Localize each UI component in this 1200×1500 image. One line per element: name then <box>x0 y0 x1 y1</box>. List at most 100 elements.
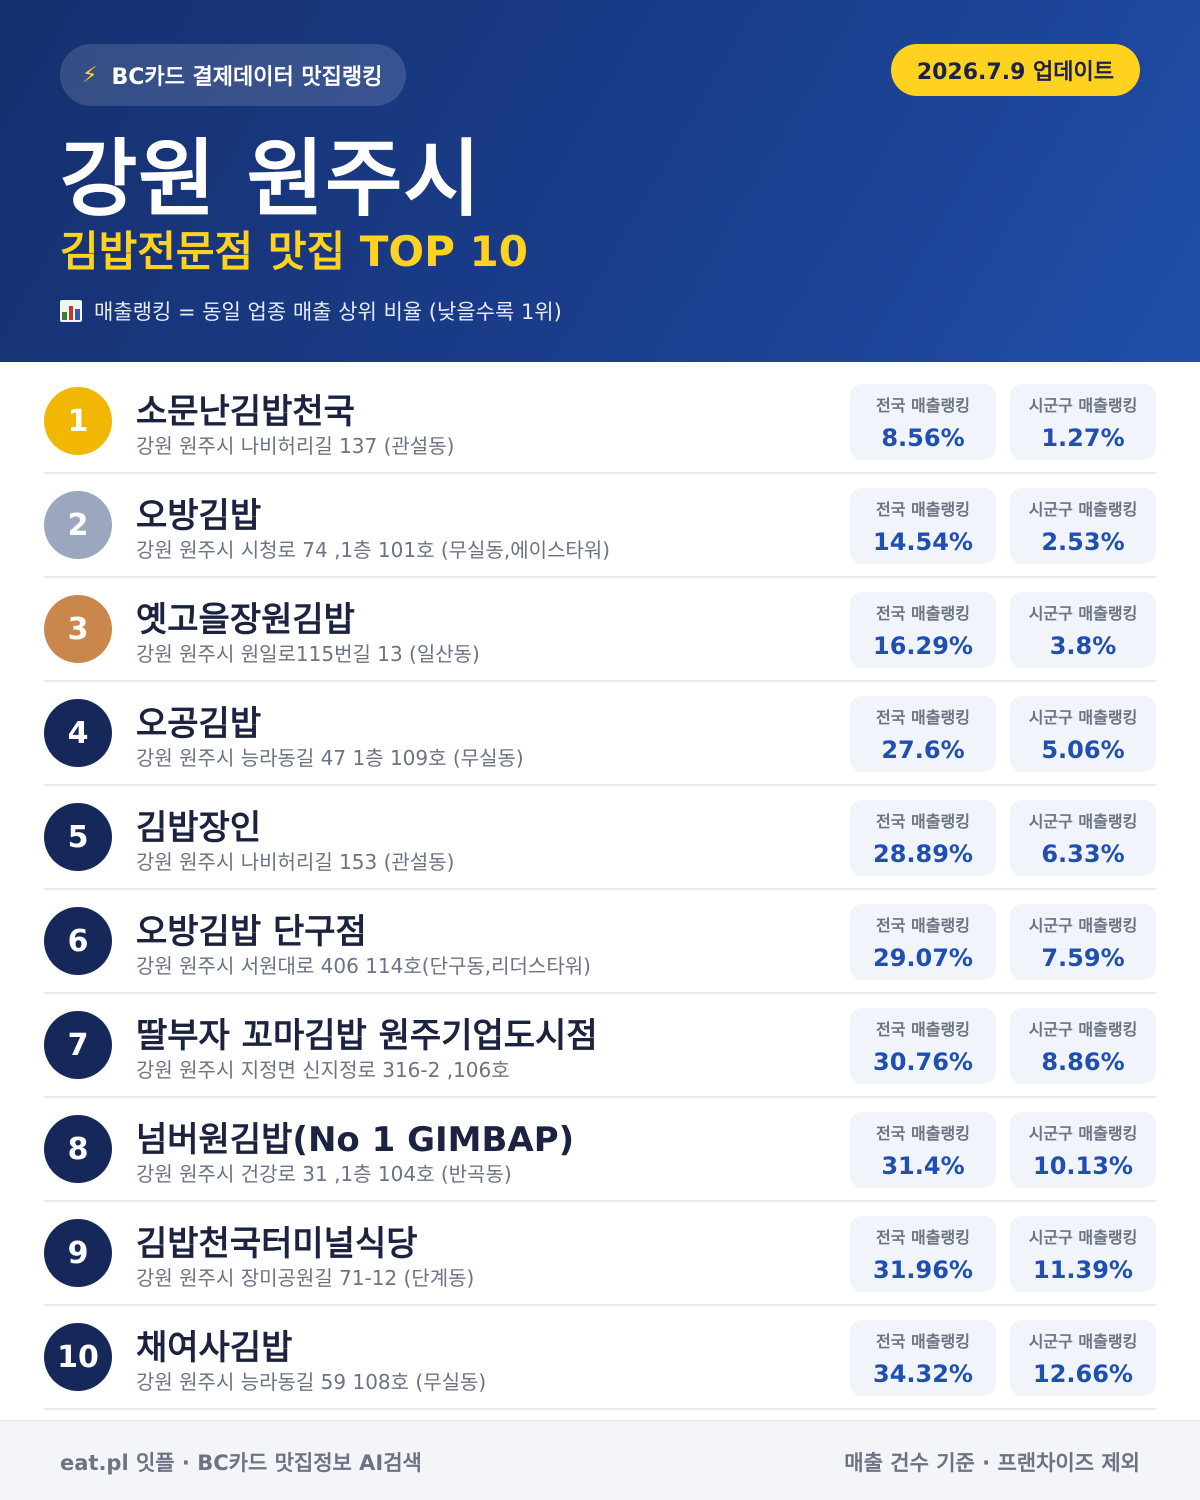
rank-badge: 4 <box>44 699 112 767</box>
national-ranking-value: 29.07% <box>873 944 973 972</box>
bar-chart-icon <box>60 300 82 322</box>
restaurant-address: 강원 원주시 원일로115번길 13 (일산동) <box>136 642 480 666</box>
district-ranking-value: 3.8% <box>1049 632 1117 660</box>
list-item[interactable]: 6 오방김밥 단구점 강원 원주시 서원대로 406 114호(단구동,리더스타… <box>44 890 1156 994</box>
district-ranking-card: 시군구 매출랭킹 1.27% <box>1010 384 1156 460</box>
district-ranking-label: 시군구 매출랭킹 <box>1028 1228 1138 1247</box>
national-ranking-value: 27.6% <box>881 736 965 764</box>
district-ranking-card: 시군구 매출랭킹 7.59% <box>1010 904 1156 980</box>
district-ranking-value: 8.86% <box>1041 1048 1125 1076</box>
national-ranking-value: 31.4% <box>881 1152 965 1180</box>
rank-badge: 9 <box>44 1219 112 1287</box>
restaurant-name: 옛고을장원김밥 <box>136 600 355 640</box>
restaurant-address: 강원 원주시 나비허리길 153 (관설동) <box>136 850 455 874</box>
district-ranking-label: 시군구 매출랭킹 <box>1028 500 1138 519</box>
restaurant-name: 채여사김밥 <box>136 1328 293 1368</box>
ranking-note-text: 매출랭킹 = 동일 업종 매출 상위 비율 (낮을수록 1위) <box>94 300 562 324</box>
district-ranking-label: 시군구 매출랭킹 <box>1028 1124 1138 1143</box>
rank-badge: 6 <box>44 907 112 975</box>
district-ranking-card: 시군구 매출랭킹 2.53% <box>1010 488 1156 564</box>
list-item[interactable]: 2 오방김밥 강원 원주시 시청로 74 ,1층 101호 (무실동,에이스타워… <box>44 474 1156 578</box>
national-ranking-value: 16.29% <box>873 632 973 660</box>
national-ranking-label: 전국 매출랭킹 <box>876 1020 970 1039</box>
list-item[interactable]: 8 넘버원김밥(No 1 GIMBAP) 강원 원주시 건강로 31 ,1층 1… <box>44 1098 1156 1202</box>
district-ranking-value: 7.59% <box>1041 944 1125 972</box>
restaurant-address: 강원 원주시 장미공원길 71-12 (단계동) <box>136 1266 475 1290</box>
national-ranking-card: 전국 매출랭킹 30.76% <box>850 1008 996 1084</box>
district-ranking-value: 10.13% <box>1033 1152 1133 1180</box>
national-ranking-label: 전국 매출랭킹 <box>876 1124 970 1143</box>
source-badge: ⚡ BC카드 결제데이터 맛집랭킹 <box>60 44 407 106</box>
district-ranking-label: 시군구 매출랭킹 <box>1028 812 1138 831</box>
list-item[interactable]: 3 옛고을장원김밥 강원 원주시 원일로115번길 13 (일산동) 전국 매출… <box>44 578 1156 682</box>
district-ranking-value: 1.27% <box>1041 424 1125 452</box>
list-item[interactable]: 9 김밥천국터미널식당 강원 원주시 장미공원길 71-12 (단계동) 전국 … <box>44 1202 1156 1306</box>
district-ranking-card: 시군구 매출랭킹 10.13% <box>1010 1112 1156 1188</box>
footer: eat.pl 잇플 · BC카드 맛집정보 AI검색 매출 건수 기준 · 프랜… <box>0 1420 1200 1500</box>
national-ranking-card: 전국 매출랭킹 31.4% <box>850 1112 996 1188</box>
district-ranking-label: 시군구 매출랭킹 <box>1028 604 1138 623</box>
district-ranking-value: 12.66% <box>1033 1360 1133 1388</box>
footer-source: eat.pl 잇플 · BC카드 맛집정보 AI검색 <box>60 1451 422 1475</box>
national-ranking-label: 전국 매출랭킹 <box>876 812 970 831</box>
list-item[interactable]: 7 딸부자 꼬마김밥 원주기업도시점 강원 원주시 지정면 신지정로 316-2… <box>44 994 1156 1098</box>
source-label: BC카드 결제데이터 맛집랭킹 <box>111 65 383 90</box>
national-ranking-label: 전국 매출랭킹 <box>876 1332 970 1351</box>
national-ranking-label: 전국 매출랭킹 <box>876 916 970 935</box>
list-item[interactable]: 4 오공김밥 강원 원주시 능라동길 47 1층 109호 (무실동) 전국 매… <box>44 682 1156 786</box>
national-ranking-value: 14.54% <box>873 528 973 556</box>
page-title: 강원 원주시 <box>60 130 482 228</box>
national-ranking-label: 전국 매출랭킹 <box>876 396 970 415</box>
restaurant-list: 1 소문난김밥천국 강원 원주시 나비허리길 137 (관설동) 전국 매출랭킹… <box>44 370 1156 1410</box>
rank-badge: 3 <box>44 595 112 663</box>
restaurant-name: 넘버원김밥(No 1 GIMBAP) <box>136 1120 575 1160</box>
restaurant-name: 오방김밥 <box>136 496 262 536</box>
rank-badge: 2 <box>44 491 112 559</box>
rank-badge: 10 <box>44 1323 112 1391</box>
district-ranking-card: 시군구 매출랭킹 5.06% <box>1010 696 1156 772</box>
district-ranking-value: 11.39% <box>1033 1256 1133 1284</box>
district-ranking-value: 5.06% <box>1041 736 1125 764</box>
rank-badge: 7 <box>44 1011 112 1079</box>
national-ranking-card: 전국 매출랭킹 14.54% <box>850 488 996 564</box>
restaurant-name: 딸부자 꼬마김밥 원주기업도시점 <box>136 1016 598 1056</box>
district-ranking-card: 시군구 매출랭킹 3.8% <box>1010 592 1156 668</box>
district-ranking-label: 시군구 매출랭킹 <box>1028 396 1138 415</box>
restaurant-name: 김밥천국터미널식당 <box>136 1224 418 1264</box>
update-badge: 2026.7.9 업데이트 <box>890 44 1140 96</box>
national-ranking-card: 전국 매출랭킹 27.6% <box>850 696 996 772</box>
restaurant-address: 강원 원주시 시청로 74 ,1층 101호 (무실동,에이스타워) <box>136 538 611 562</box>
district-ranking-value: 6.33% <box>1041 840 1125 868</box>
lightning-bolt-icon: ⚡ <box>82 62 98 88</box>
footer-criteria: 매출 건수 기준 · 프랜차이즈 제외 <box>844 1451 1140 1475</box>
restaurant-address: 강원 원주시 서원대로 406 114호(단구동,리더스타워) <box>136 954 591 978</box>
restaurant-name: 오공김밥 <box>136 704 262 744</box>
rank-badge: 1 <box>44 387 112 455</box>
rank-badge: 8 <box>44 1115 112 1183</box>
district-ranking-card: 시군구 매출랭킹 6.33% <box>1010 800 1156 876</box>
national-ranking-label: 전국 매출랭킹 <box>876 604 970 623</box>
national-ranking-value: 34.32% <box>873 1360 973 1388</box>
district-ranking-label: 시군구 매출랭킹 <box>1028 1020 1138 1039</box>
national-ranking-card: 전국 매출랭킹 34.32% <box>850 1320 996 1396</box>
list-item[interactable]: 10 채여사김밥 강원 원주시 능라동길 59 108호 (무실동) 전국 매출… <box>44 1306 1156 1410</box>
national-ranking-card: 전국 매출랭킹 28.89% <box>850 800 996 876</box>
restaurant-address: 강원 원주시 건강로 31 ,1층 104호 (반곡동) <box>136 1162 512 1186</box>
restaurant-name: 김밥장인 <box>136 808 262 848</box>
list-item[interactable]: 1 소문난김밥천국 강원 원주시 나비허리길 137 (관설동) 전국 매출랭킹… <box>44 370 1156 474</box>
header-banner: ⚡ BC카드 결제데이터 맛집랭킹 2026.7.9 업데이트 강원 원주시 김… <box>0 0 1200 362</box>
national-ranking-value: 31.96% <box>873 1256 973 1284</box>
district-ranking-label: 시군구 매출랭킹 <box>1028 916 1138 935</box>
district-ranking-card: 시군구 매출랭킹 12.66% <box>1010 1320 1156 1396</box>
national-ranking-value: 30.76% <box>873 1048 973 1076</box>
restaurant-address: 강원 원주시 능라동길 59 108호 (무실동) <box>136 1370 487 1394</box>
national-ranking-label: 전국 매출랭킹 <box>876 708 970 727</box>
restaurant-address: 강원 원주시 능라동길 47 1층 109호 (무실동) <box>136 746 524 770</box>
restaurant-address: 강원 원주시 나비허리길 137 (관설동) <box>136 434 455 458</box>
list-item[interactable]: 5 김밥장인 강원 원주시 나비허리길 153 (관설동) 전국 매출랭킹 28… <box>44 786 1156 890</box>
district-ranking-label: 시군구 매출랭킹 <box>1028 1332 1138 1351</box>
district-ranking-label: 시군구 매출랭킹 <box>1028 708 1138 727</box>
national-ranking-label: 전국 매출랭킹 <box>876 500 970 519</box>
national-ranking-value: 8.56% <box>881 424 965 452</box>
district-ranking-card: 시군구 매출랭킹 8.86% <box>1010 1008 1156 1084</box>
